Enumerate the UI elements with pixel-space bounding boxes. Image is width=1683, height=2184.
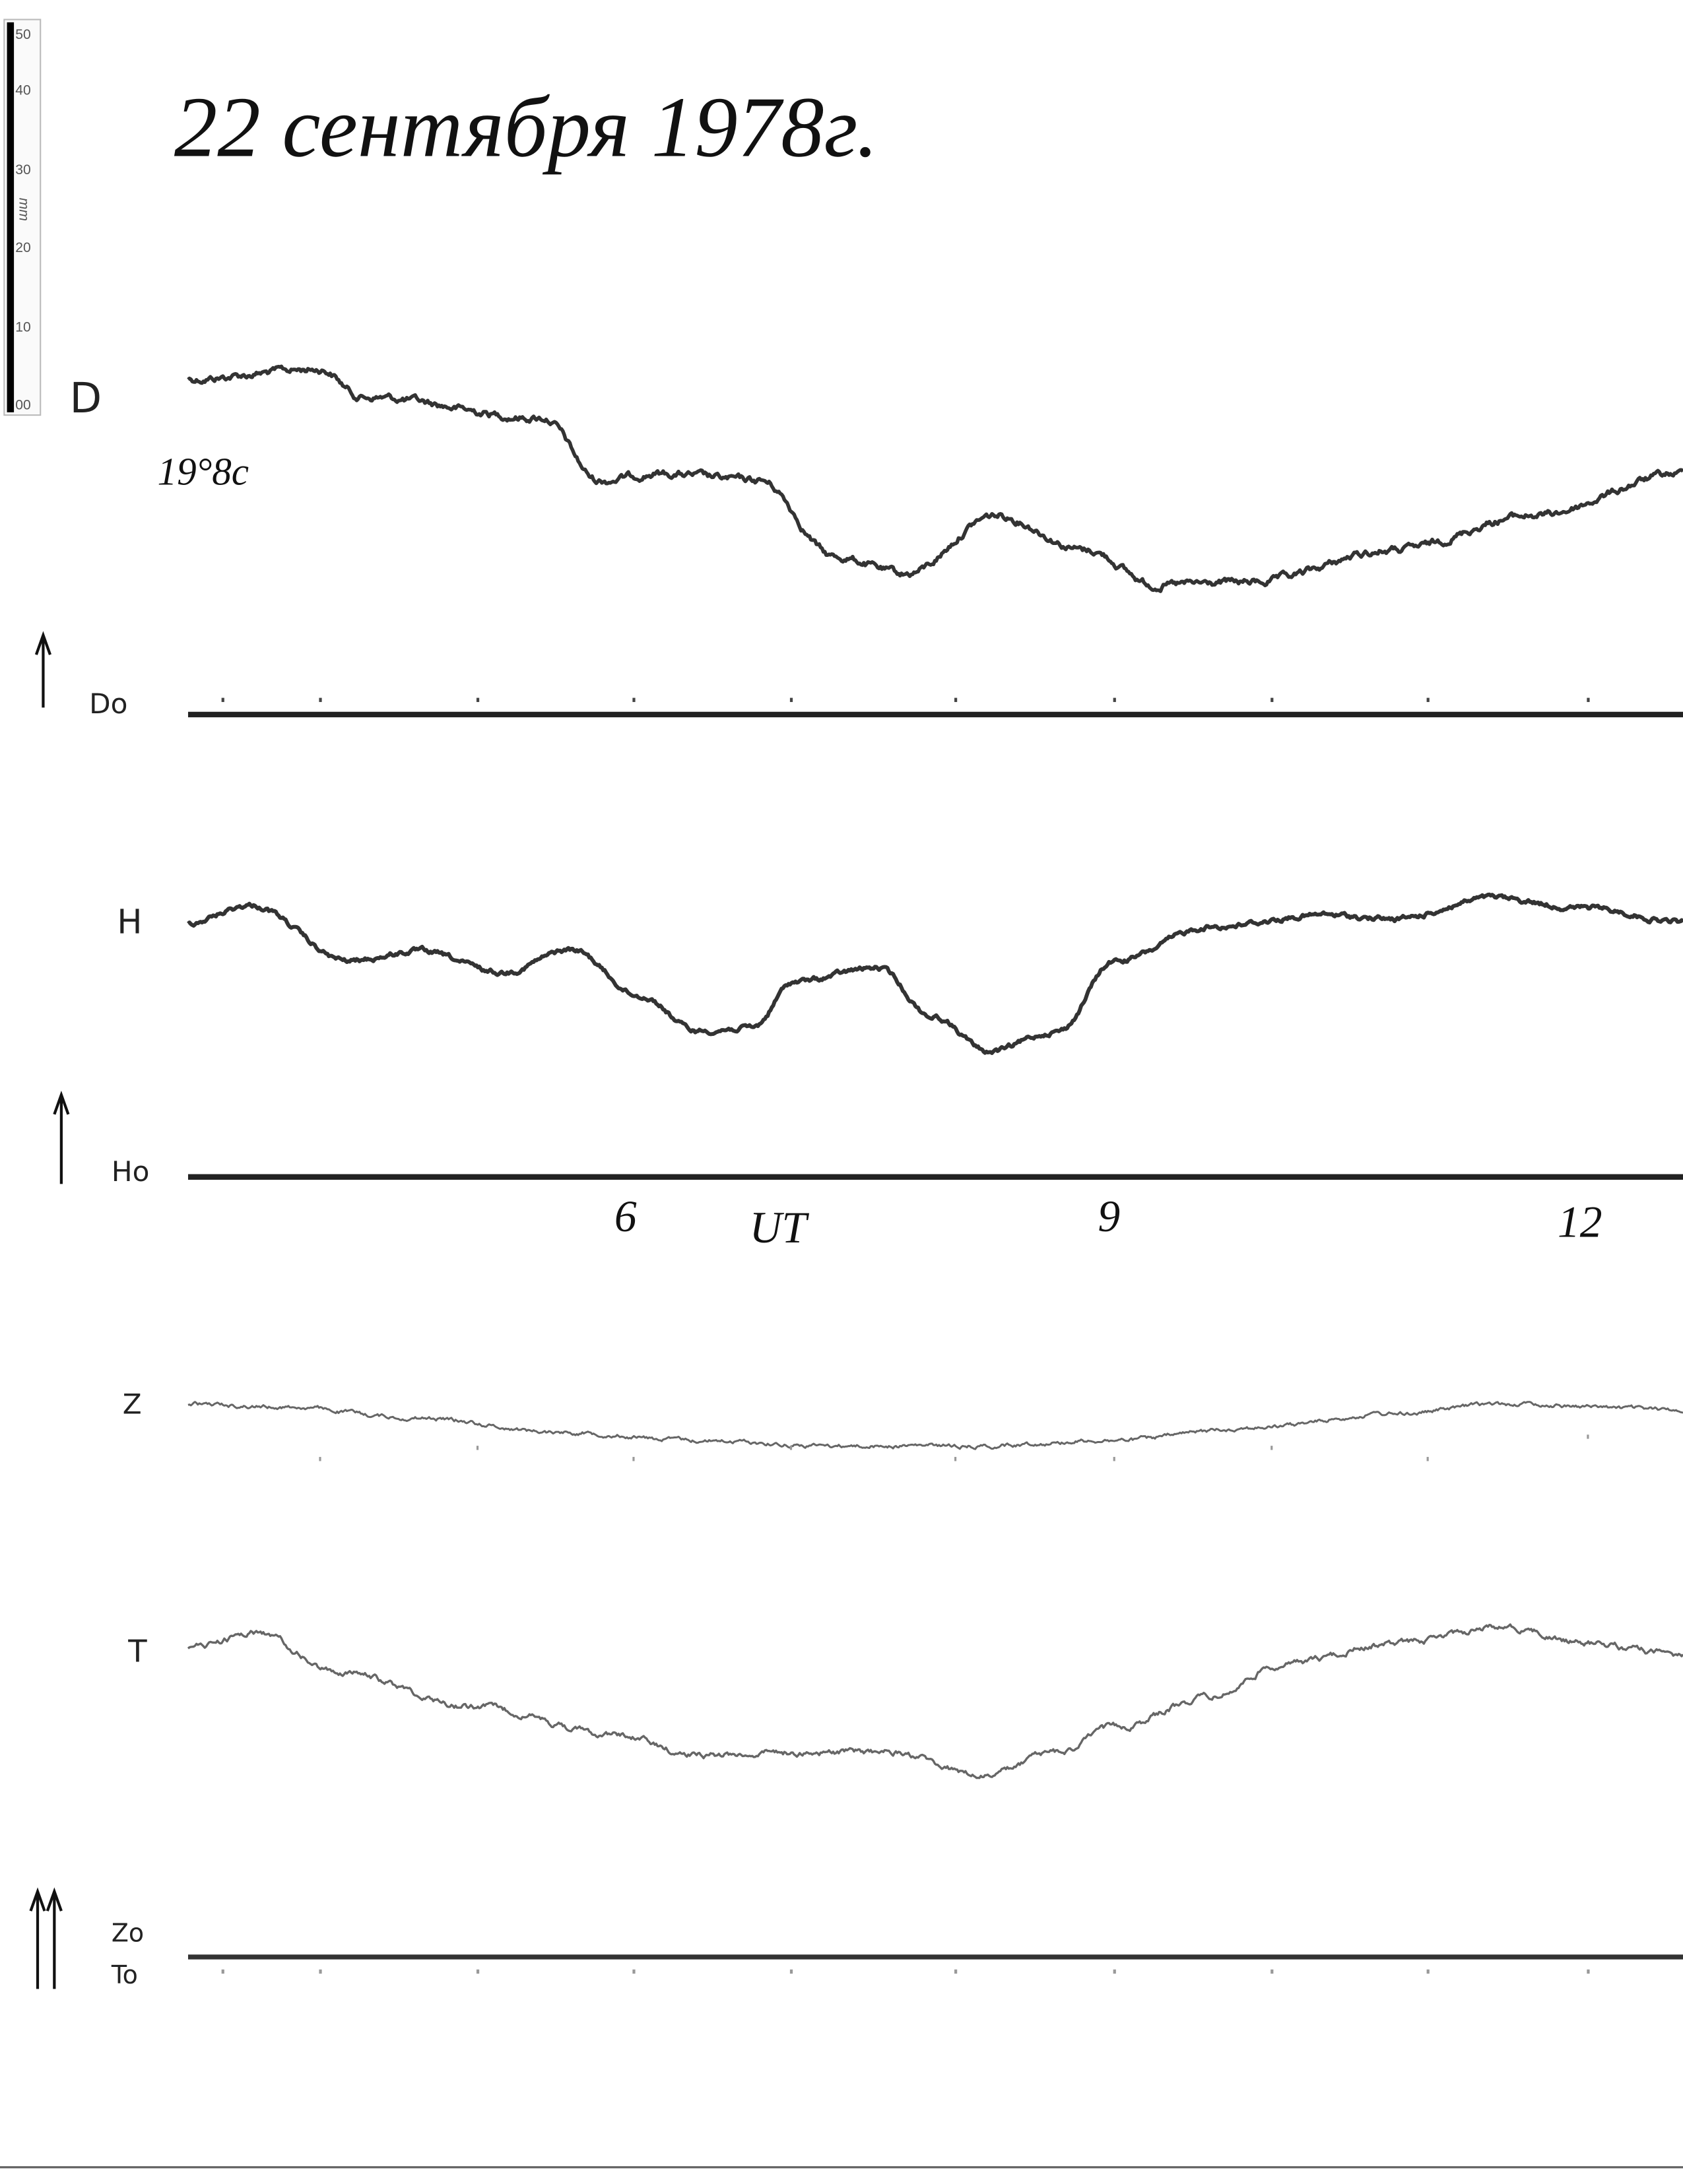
base-value: 19°8c xyxy=(158,450,249,494)
trace xyxy=(187,892,1683,1055)
trace xyxy=(187,364,1683,593)
baseline-label: To xyxy=(111,1960,138,1989)
title: 22 сентября 1978г. xyxy=(174,79,878,175)
baseline-label: Do xyxy=(89,688,127,720)
hour-dot xyxy=(1270,697,1274,702)
hour-dot xyxy=(1587,1969,1590,1974)
trace xyxy=(187,1623,1683,1780)
trace-label: Z xyxy=(123,1388,142,1421)
trace xyxy=(187,1401,1683,1450)
arrow xyxy=(53,1090,70,1184)
trace-label: T xyxy=(127,1633,147,1669)
hour-dot xyxy=(1113,1457,1115,1461)
hour-dot xyxy=(1270,1969,1274,1974)
hour-dot xyxy=(789,697,793,702)
scale-tick-label: 30 xyxy=(15,162,30,177)
hour-dot xyxy=(789,1969,793,1974)
hour-dot xyxy=(476,697,480,702)
scale-tick-label: 00 xyxy=(15,398,30,413)
baseline-label: Zo xyxy=(112,1919,144,1948)
trace-label: D xyxy=(70,373,102,422)
hour-dot xyxy=(954,1457,957,1461)
hour-dot xyxy=(954,697,958,702)
time-label: 6 xyxy=(614,1192,637,1241)
hour-dot xyxy=(1426,697,1430,702)
hour-dot xyxy=(1426,1969,1430,1974)
trace-label: H xyxy=(117,902,142,941)
hour-dot xyxy=(476,1446,479,1450)
hour-dot xyxy=(632,1969,636,1974)
scale-bar xyxy=(7,22,15,412)
hour-dot xyxy=(632,697,636,702)
hour-dot xyxy=(476,1969,480,1974)
scale-unit: mm xyxy=(16,198,32,221)
scale-tick-label: 10 xyxy=(15,319,30,335)
baseline-label: Ho xyxy=(112,1155,150,1188)
hour-dot xyxy=(1270,1446,1273,1450)
hour-dot xyxy=(632,1457,635,1461)
hour-dot xyxy=(319,1457,321,1461)
time-label: UT xyxy=(750,1203,810,1252)
traces xyxy=(187,364,1683,1780)
time-label: 12 xyxy=(1558,1198,1602,1247)
hour-dot xyxy=(221,697,224,702)
scale-tick-label: 40 xyxy=(15,83,30,98)
arrow xyxy=(46,1887,63,1989)
hour-dot xyxy=(954,1969,958,1974)
hour-dot xyxy=(319,1969,322,1974)
mm-scale: 50 40 30 mm 20 10 00 xyxy=(3,18,42,416)
hour-dot xyxy=(1113,697,1116,702)
hour-dot xyxy=(789,1446,793,1450)
hour-marks xyxy=(221,697,1590,1974)
hour-dot xyxy=(1587,697,1590,702)
time-label: 9 xyxy=(1098,1192,1120,1241)
arrows xyxy=(29,631,70,1989)
arrow xyxy=(34,631,51,708)
hour-dot xyxy=(319,697,322,702)
hour-dot xyxy=(1426,1457,1429,1461)
scale-tick-label: 50 xyxy=(15,27,30,42)
arrow xyxy=(29,1887,46,1989)
hour-dot xyxy=(1587,1434,1589,1439)
scale-tick-label: 20 xyxy=(15,240,30,255)
hour-dot xyxy=(1113,1969,1116,1974)
hour-dot xyxy=(221,1969,224,1974)
